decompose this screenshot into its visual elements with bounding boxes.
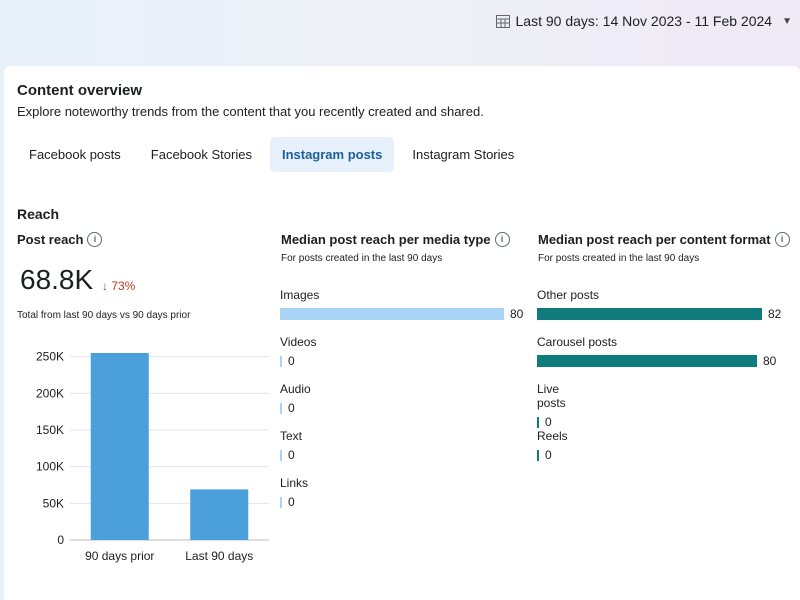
x-tick-label: Last 90 days [185,549,253,563]
post-reach-bar-chart: 0 50K 100K 150K 200K 250K 90 days prior Last 90… [36,350,269,563]
media-type-value: 0 [288,495,295,509]
content-format-label: Reels [537,429,568,443]
tab-facebook-stories[interactable]: Facebook Stories [150,147,252,162]
content-format-item: Carousel posts 80 [537,335,777,368]
media-type-value: 0 [288,448,295,462]
post-reach-title: Post reach [17,232,84,247]
content-format-item: Reels 0 [537,429,568,462]
content-format-bar[interactable] [537,355,757,367]
media-type-item: Videos 0 [280,335,317,368]
content-format-label: Carousel posts [537,335,618,349]
content-format-label: Live posts [537,382,566,410]
media-type-label: Audio [280,382,311,396]
y-tick-label: 50K [43,496,64,510]
content-format-column: Median post reach per content format i F… [538,232,800,264]
page-title: Content overview [17,82,143,99]
media-type-bar[interactable] [280,496,282,508]
page-subtitle: Explore noteworthy trends from the conte… [17,104,484,119]
media-type-column: Median post reach per media type i For p… [281,232,521,264]
media-type-bar[interactable] [280,355,282,367]
media-type-label: Videos [280,335,317,349]
content-format-bar[interactable] [537,449,539,461]
post-reach-column: Post reach i [17,232,103,247]
info-icon[interactable]: i [87,232,103,247]
content-format-title: Median post reach per content format [538,232,771,247]
media-type-value: 80 [510,307,524,321]
tab-bar: Facebook posts Facebook Stories Instagra… [17,137,532,172]
media-type-title: Median post reach per media type [281,232,491,247]
media-type-item: Links 0 [280,476,309,509]
post-reach-change: ↓ 73% [102,279,136,293]
y-tick-label: 100K [36,460,64,474]
media-type-bar[interactable] [280,449,282,461]
content-format-bar[interactable] [537,308,762,320]
content-format-item: Other posts 82 [537,288,782,321]
content-format-bar[interactable] [537,416,539,428]
media-type-label: Images [280,288,320,302]
content-format-subtitle: For posts created in the last 90 days [538,253,700,264]
media-type-item: Text 0 [280,429,303,462]
calendar-icon [495,15,510,28]
x-tick-label: 90 days prior [85,549,154,563]
top-bar: Last 90 days: 14 Nov 2023 - 11 Feb 2024 … [0,0,800,66]
content-format-value: 0 [545,415,552,429]
post-reach-note: Total from last 90 days vs 90 days prior [17,310,191,321]
content-format-value: 0 [545,448,552,462]
media-type-bar[interactable] [280,402,282,414]
chevron-down-icon: ▼ [782,15,792,27]
post-reach-value: 68.8K [20,264,94,295]
y-tick-label: 150K [36,423,64,437]
tab-instagram-posts[interactable]: Instagram posts [269,137,395,172]
y-tick-label: 0 [57,533,64,547]
media-type-value: 0 [288,401,295,415]
media-type-value: 0 [288,354,295,368]
y-tick-label: 200K [36,386,64,400]
y-tick-label: 250K [36,350,64,364]
media-type-subtitle: For posts created in the last 90 days [281,253,443,264]
media-type-bar[interactable] [280,308,504,320]
media-type-item: Images 80 [280,288,524,321]
tab-instagram-stories[interactable]: Instagram Stories [412,147,515,162]
section-title-reach: Reach [17,206,60,222]
content-format-value: 80 [763,354,777,368]
info-icon[interactable]: i [774,232,790,247]
media-type-label: Links [280,476,309,490]
content-overview-panel: Content overview Explore noteworthy tren… [4,66,800,600]
bar-last-90-days[interactable] [190,489,249,540]
info-icon[interactable]: i [494,232,510,247]
post-reach-chart: 0 50K 100K 150K 200K 250K 90 days prior Last 90… [12,343,277,568]
content-format-item: Live posts 0 [537,382,566,429]
media-type-label: Text [280,429,303,443]
tab-facebook-posts[interactable]: Facebook posts [29,147,121,162]
media-type-item: Audio 0 [280,382,311,415]
bar-90-days-prior[interactable] [90,353,149,540]
date-range-selector[interactable]: Last 90 days: 14 Nov 2023 - 11 Feb 2024 … [495,13,792,29]
date-range-label: Last 90 days: 14 Nov 2023 - 11 Feb 2024 [515,13,773,29]
content-format-label: Other posts [537,288,600,302]
content-format-value: 82 [768,307,782,321]
